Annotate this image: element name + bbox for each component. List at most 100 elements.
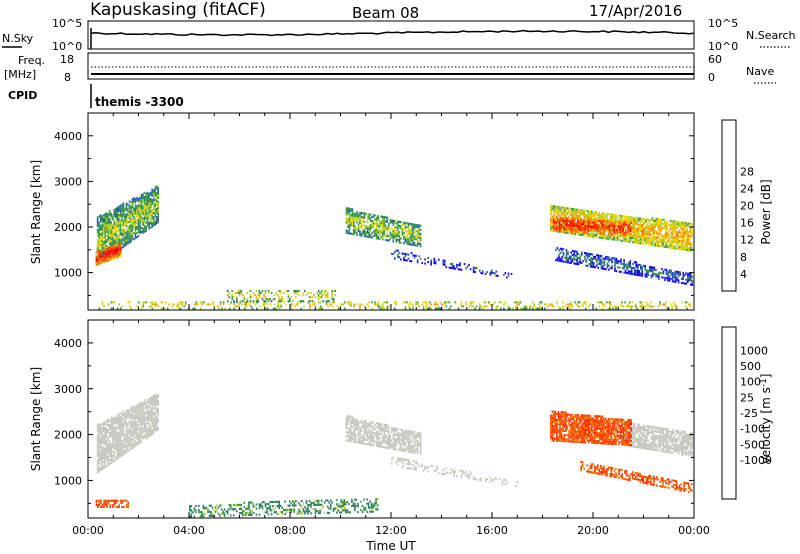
heatmap-cell <box>594 217 596 220</box>
heatmap-cell <box>124 222 126 225</box>
heatmap-cell <box>146 197 149 200</box>
heatmap-cell <box>119 223 122 226</box>
heatmap-cell <box>131 442 134 445</box>
heatmap-cell <box>133 427 135 430</box>
heatmap-cell <box>133 207 135 210</box>
heatmap-cell <box>331 289 333 292</box>
heatmap-cell <box>99 444 102 447</box>
heatmap-cell <box>381 303 384 306</box>
heatmap-cell <box>395 303 398 306</box>
heatmap-cell <box>143 216 146 219</box>
heatmap-cell <box>625 223 627 226</box>
heatmap-cell <box>434 301 437 304</box>
heatmap-cell <box>131 447 134 450</box>
heatmap-cell <box>101 460 103 463</box>
heatmap-cell <box>151 190 153 193</box>
heatmap-cell <box>397 226 399 229</box>
heatmap-cell <box>145 196 147 199</box>
heatmap-cell <box>137 434 140 437</box>
heatmap-cell <box>116 443 119 446</box>
heatmap-cell <box>655 275 657 278</box>
heatmap-cell <box>353 424 355 427</box>
heatmap-cell <box>154 408 156 411</box>
heatmap-cell <box>142 229 144 232</box>
heatmap-cell <box>209 303 211 306</box>
heatmap-cell <box>110 424 113 427</box>
heatmap-cell <box>533 303 535 306</box>
heatmap-cell <box>124 217 126 220</box>
heatmap-cell <box>590 225 593 228</box>
heatmap-cell <box>155 203 158 206</box>
heatmap-cell <box>618 270 621 273</box>
heatmap-cell <box>381 427 384 430</box>
heatmap-cell <box>146 436 149 439</box>
heatmap-cell <box>683 225 685 228</box>
heatmap-cell <box>122 204 125 207</box>
heatmap-cell <box>110 241 113 244</box>
heatmap-cell <box>583 234 585 237</box>
heatmap-cell <box>683 248 685 251</box>
heatmap-cell <box>419 450 422 453</box>
heatmap-cell <box>269 298 271 301</box>
heatmap-cell <box>661 276 663 279</box>
heatmap-cell <box>119 225 122 228</box>
heatmap-cell <box>136 427 138 430</box>
heatmap-cell <box>665 273 668 276</box>
heatmap-cell <box>104 256 107 259</box>
heatmap-cell <box>403 234 405 237</box>
heatmap-cell <box>680 281 683 284</box>
heatmap-cell <box>345 420 348 423</box>
heatmap-cell <box>629 264 631 267</box>
heatmap-cell <box>639 305 642 308</box>
heatmap-cell <box>224 307 226 310</box>
heatmap-cell <box>119 451 122 454</box>
heatmap-cell <box>690 275 692 278</box>
heatmap-cell <box>239 289 241 292</box>
heatmap-cell <box>145 192 147 195</box>
heatmap-cell <box>137 411 140 414</box>
heatmap-cell <box>406 446 408 449</box>
heatmap-cell <box>143 411 146 414</box>
heatmap-cell <box>143 226 146 229</box>
heatmap-cell <box>386 426 389 429</box>
heatmap-cell <box>98 427 100 430</box>
heatmap-cell <box>573 218 576 221</box>
heatmap-cell <box>384 216 387 219</box>
heatmap-cell <box>168 303 170 306</box>
heatmap-cell <box>525 307 528 310</box>
heatmap-cell <box>101 257 104 260</box>
heatmap-cell <box>397 228 399 231</box>
heatmap-cell <box>122 426 125 429</box>
heatmap-cell <box>553 213 555 216</box>
heatmap-cell <box>112 458 114 461</box>
heatmap-cell <box>137 413 140 416</box>
heatmap-cell <box>653 244 655 247</box>
heatmap-cell <box>96 224 99 227</box>
heatmap-cell <box>660 235 663 238</box>
heatmap-cell <box>99 237 102 240</box>
heatmap-cell <box>133 201 135 204</box>
heatmap-cell <box>628 222 631 225</box>
heatmap-cell <box>119 422 122 425</box>
freq-label: Freq. <box>18 54 45 67</box>
heatmap-cell <box>687 303 690 306</box>
heatmap-cell <box>659 236 661 239</box>
heatmap-cell <box>674 274 677 277</box>
heatmap-cell <box>354 225 357 228</box>
heatmap-cell <box>378 221 381 224</box>
heatmap-cell <box>606 237 608 240</box>
heatmap-cell <box>146 206 149 209</box>
heatmap-cell <box>453 267 455 270</box>
heatmap-cell <box>428 301 431 304</box>
heatmap-cell <box>99 234 102 237</box>
heatmap-cell <box>647 303 649 306</box>
heatmap-cell <box>112 438 114 441</box>
heatmap-cell <box>356 227 358 230</box>
heatmap-cell <box>678 231 681 234</box>
heatmap-cell <box>356 215 358 218</box>
heatmap-cell <box>561 250 563 253</box>
heatmap-cell <box>116 251 119 254</box>
heatmap-cell <box>389 439 392 442</box>
heatmap-cell <box>625 231 627 234</box>
heatmap-cell <box>99 426 102 429</box>
